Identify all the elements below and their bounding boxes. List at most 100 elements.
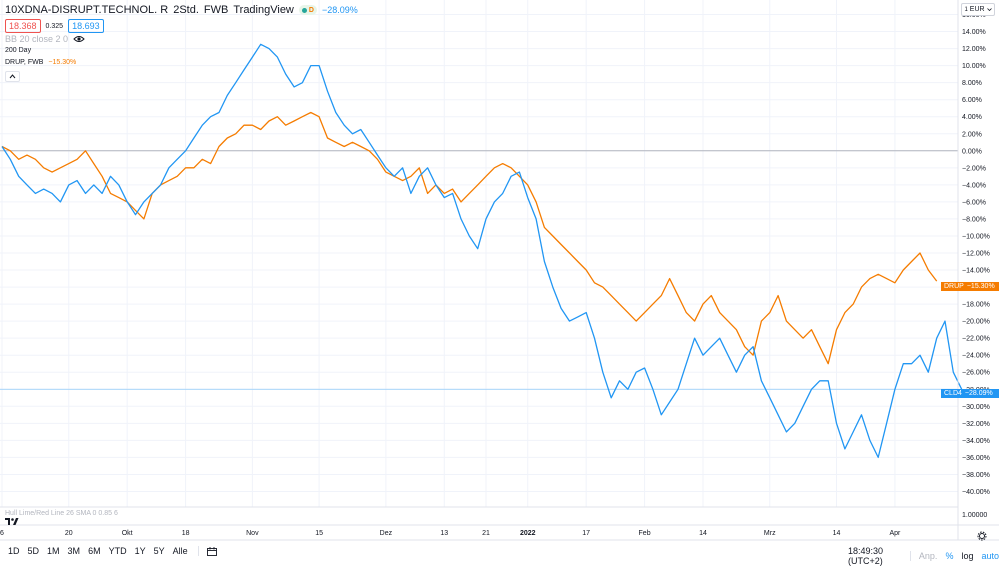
market-status[interactable]: D — [298, 5, 317, 15]
y-tick-label: −38.00% — [962, 472, 990, 479]
range-ytd-button[interactable]: YTD — [108, 546, 127, 556]
spread-value: 0.325 — [45, 22, 64, 30]
adjust-button[interactable]: Anp. — [918, 551, 938, 561]
range-5y-button[interactable]: 5Y — [153, 546, 165, 556]
right-toolbar: 18:49:30 (UTC+2) Anp. % log auto — [848, 546, 999, 566]
ma-indicator-label: 200 Day — [5, 47, 32, 54]
y-tick-label: 4.00% — [962, 114, 982, 121]
y-tick-label: −20.00% — [962, 319, 990, 326]
y-tick-label: 6.00% — [962, 97, 982, 104]
y-tick-label: −12.00% — [962, 251, 990, 258]
currency-button[interactable]: 1 EUR — [961, 3, 995, 16]
series-layer — [1, 43, 963, 459]
y-tick-label: 14.00% — [962, 29, 986, 36]
x-tick-label: 6 — [0, 530, 4, 537]
y-tick-label: −30.00% — [962, 404, 990, 411]
tradingview-logo-icon[interactable] — [5, 513, 19, 525]
y-tick-label: 8.00% — [962, 80, 982, 87]
collapse-legend-button[interactable] — [5, 71, 20, 82]
x-tick-label: Feb — [639, 530, 651, 537]
series-line-cld4[interactable] — [1, 43, 963, 459]
interval-label[interactable]: 2Std. — [173, 4, 199, 16]
auto-scale-button[interactable]: auto — [981, 551, 999, 561]
status-d: D — [308, 6, 314, 14]
range-1d-button[interactable]: 1D — [8, 546, 20, 556]
x-tick-label: 15 — [315, 530, 323, 537]
ask-price[interactable]: 18.693 — [68, 19, 104, 33]
x-tick-label: Apr — [889, 530, 901, 537]
drup-price-badge: DRUP −15.30% — [941, 282, 999, 291]
x-axis: 6 20 Okt 18 Nov 15 Dez 13 21 2022 17 Feb 14 Mrz 14 Apr — [0, 530, 901, 537]
bb-indicator-row[interactable]: BB 20 close 2 0 — [5, 34, 85, 44]
y-tick-label: −8.00% — [962, 216, 986, 223]
y-tick-label: 12.00% — [962, 46, 986, 53]
y-tick-label: −6.00% — [962, 199, 986, 206]
range-all-button[interactable]: Alle — [172, 546, 188, 556]
drup-badge-value: −15.30% — [966, 283, 995, 290]
compare-row[interactable]: DRUP, FWB −15.30% — [5, 59, 76, 66]
exchange-label: FWB — [203, 4, 229, 16]
range-1m-button[interactable]: 1M — [47, 546, 60, 556]
toolbar-divider — [197, 546, 199, 556]
percent-scale-button[interactable]: % — [945, 551, 954, 561]
x-tick-label: Nov — [246, 530, 259, 537]
bid-price[interactable]: 18.368 — [5, 19, 41, 33]
range-6m-button[interactable]: 6M — [88, 546, 101, 556]
clock-time[interactable]: 18:49:30 (UTC+2) — [848, 546, 884, 566]
y-tick-label: −14.00% — [962, 268, 990, 275]
symbol-name[interactable]: 10XDNA-DISRUPT.TECHNOL. R — [5, 4, 169, 16]
series-line-drup[interactable] — [1, 111, 938, 365]
x-tick-label: 18 — [182, 530, 190, 537]
cld4-price-badge: CLD4 −28.09% — [941, 389, 999, 398]
y-tick-label: −22.00% — [962, 336, 990, 343]
legend-header: 10XDNA-DISRUPT.TECHNOL. R 2Std. FWB Trad… — [5, 4, 358, 16]
y-tick-label: −36.00% — [962, 455, 990, 462]
settings-gear-icon[interactable] — [977, 528, 987, 541]
bottom-axis-value: 1.00000 — [962, 512, 988, 519]
x-tick-label: 21 — [482, 530, 490, 537]
y-tick-label: −26.00% — [962, 370, 990, 377]
ma-indicator-row[interactable]: 200 Day — [5, 47, 31, 54]
y-tick-label: −34.00% — [962, 438, 990, 445]
gridlines — [0, 0, 958, 507]
y-tick-label: −40.00% — [962, 489, 990, 496]
x-tick-label: Dez — [380, 530, 393, 537]
range-3m-button[interactable]: 3M — [67, 546, 81, 556]
compare-change: −15.30% — [48, 59, 77, 66]
x-tick-label: 20 — [65, 530, 73, 537]
status-dot-icon — [301, 7, 307, 13]
x-tick-label: 14 — [833, 530, 841, 537]
y-tick-label: −32.00% — [962, 421, 990, 428]
change-value: −28.09% — [321, 5, 358, 15]
currency-label: EUR — [969, 6, 985, 13]
range-toolbar: 1D 5D 1M 3M 6M YTD 1Y 5Y Alle — [8, 546, 217, 556]
toolbar-divider-right — [910, 551, 911, 561]
cld4-badge-label: CLD4 — [944, 390, 962, 397]
chevron-down-icon — [986, 8, 992, 11]
range-1y-button[interactable]: 1Y — [134, 546, 146, 556]
x-tick-label: 17 — [582, 530, 590, 537]
y-axis: 16.00%14.00%12.00%10.00%8.00%6.00%4.00%2… — [962, 12, 990, 496]
bottom-indicator-label[interactable]: Hull Lime/Red Line 26 SMA 0 0.85 6 — [5, 510, 118, 517]
x-tick-label: Okt — [122, 530, 133, 537]
x-tick-label: Mrz — [764, 530, 776, 537]
y-tick-label: −2.00% — [962, 165, 986, 172]
compare-symbol: DRUP, FWB — [5, 59, 44, 66]
y-tick-label: 10.00% — [962, 63, 986, 70]
y-tick-label: 0.00% — [962, 148, 982, 155]
bid-ask-row: 18.368 0.325 18.693 — [5, 19, 104, 33]
range-5d-button[interactable]: 5D — [27, 546, 40, 556]
log-scale-button[interactable]: log — [961, 551, 974, 561]
y-tick-label: 2.00% — [962, 131, 982, 138]
chevron-up-icon — [9, 74, 16, 79]
source-label: TradingView — [233, 4, 294, 16]
eye-icon[interactable] — [73, 35, 85, 43]
x-tick-label: 2022 — [520, 530, 536, 537]
bb-indicator-label: BB 20 close 2 0 — [5, 34, 69, 44]
x-tick-label: 14 — [699, 530, 707, 537]
x-tick-label: 13 — [440, 530, 448, 537]
date-range-icon[interactable] — [206, 546, 217, 556]
y-tick-label: −18.00% — [962, 302, 990, 309]
y-tick-label: −4.00% — [962, 182, 986, 189]
